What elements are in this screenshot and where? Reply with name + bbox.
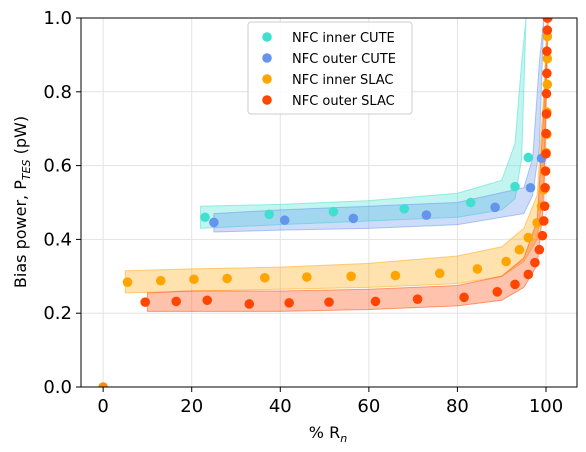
data-point-3 bbox=[244, 299, 255, 309]
data-point-3 bbox=[459, 292, 469, 303]
data-point-3 bbox=[541, 88, 552, 99]
data-point-3 bbox=[537, 230, 548, 241]
data-point-2 bbox=[259, 272, 270, 283]
x-tick-label: 40 bbox=[269, 396, 292, 417]
data-point-3 bbox=[370, 296, 381, 307]
data-point-1 bbox=[279, 215, 290, 226]
data-point-3 bbox=[324, 297, 334, 307]
data-point-3 bbox=[539, 201, 550, 211]
legend-marker-0 bbox=[262, 32, 272, 42]
y-axis-label-subscript: TES bbox=[20, 159, 33, 180]
data-point-2 bbox=[514, 244, 525, 255]
data-point-0 bbox=[465, 197, 476, 208]
data-point-3 bbox=[542, 68, 552, 79]
plot-frame bbox=[80, 17, 578, 388]
data-point-0 bbox=[328, 206, 339, 217]
data-point-3 bbox=[538, 216, 549, 226]
data-point-origin bbox=[98, 382, 108, 387]
legend: NFC inner CUTE NFC outer CUTE NFC inner SL… bbox=[247, 21, 413, 115]
legend-marker-3 bbox=[262, 95, 272, 105]
x-tick-label: 80 bbox=[446, 396, 469, 417]
data-point-2 bbox=[434, 268, 445, 279]
data-point-3 bbox=[412, 294, 423, 304]
legend-marker-1 bbox=[262, 53, 272, 63]
legend-label-1: NFC outer CUTE bbox=[292, 52, 396, 67]
data-point-3 bbox=[510, 279, 520, 290]
legend-label-2: NFC inner SLAC bbox=[292, 73, 394, 88]
data-point-2 bbox=[472, 264, 483, 274]
data-point-3 bbox=[530, 257, 540, 268]
data-point-1 bbox=[348, 213, 359, 224]
data-point-2 bbox=[346, 271, 356, 282]
data-point-3 bbox=[284, 298, 294, 308]
data-point-2 bbox=[155, 275, 166, 286]
x-axis-label: % Rn bbox=[309, 423, 347, 445]
legend-marker-2 bbox=[262, 74, 272, 84]
y-tick-label: 0.4 bbox=[43, 229, 72, 250]
data-point-3 bbox=[541, 148, 551, 159]
data-point-0 bbox=[264, 209, 275, 220]
y-tick-label: 1.0 bbox=[43, 8, 72, 29]
data-point-2 bbox=[390, 270, 401, 281]
y-tick-label: 0.6 bbox=[43, 156, 72, 177]
legend-label-3: NFC outer SLAC bbox=[292, 94, 395, 109]
x-tick-label: 20 bbox=[180, 396, 203, 417]
data-point-1 bbox=[209, 217, 219, 228]
data-point-3 bbox=[534, 244, 545, 255]
data-point-0 bbox=[510, 181, 520, 192]
data-point-2 bbox=[302, 272, 312, 282]
data-point-0 bbox=[523, 152, 534, 163]
axis-ticks: 0 20 40 60 80 100 0.0 0.2 0.4 0.6 0.8 1.0 bbox=[43, 8, 563, 417]
data-point-3 bbox=[523, 269, 534, 280]
data-point-0 bbox=[200, 212, 210, 223]
y-axis-label-unit: (pW) bbox=[11, 116, 30, 160]
data-point-3 bbox=[542, 18, 553, 23]
x-axis-label-subscript: n bbox=[340, 432, 347, 445]
y-axis-label: Bias power, PTES (pW) bbox=[11, 116, 33, 288]
y-tick-label: 0.0 bbox=[43, 377, 72, 398]
data-point-3 bbox=[541, 128, 551, 139]
legend-label-0: NFC inner CUTE bbox=[292, 31, 395, 46]
data-point-3 bbox=[541, 109, 552, 119]
data-point-2 bbox=[122, 277, 133, 288]
data-point-3 bbox=[171, 296, 182, 307]
data-point-3 bbox=[492, 286, 503, 297]
data-point-2 bbox=[222, 273, 232, 284]
y-tick-label: 0.8 bbox=[43, 82, 72, 103]
y-axis-label-main: Bias power, P bbox=[11, 180, 30, 288]
data-point-1 bbox=[421, 210, 432, 220]
data-point-3 bbox=[540, 182, 550, 193]
data-point-3 bbox=[202, 295, 213, 306]
data-point-3 bbox=[542, 46, 552, 57]
data-point-3 bbox=[542, 25, 553, 35]
band-1 bbox=[213, 18, 545, 233]
x-axis-label-main: % R bbox=[309, 423, 340, 442]
data-point-3 bbox=[140, 297, 151, 307]
data-point-2 bbox=[523, 232, 534, 243]
y-tick-label: 0.2 bbox=[43, 303, 72, 324]
x-tick-label: 0 bbox=[97, 396, 108, 417]
data-point-2 bbox=[189, 274, 199, 285]
data-point-3 bbox=[540, 166, 551, 176]
data-point-2 bbox=[542, 53, 553, 64]
legend-box bbox=[247, 21, 413, 115]
data-points bbox=[98, 18, 553, 387]
x-tick-label: 60 bbox=[357, 396, 380, 417]
data-point-2 bbox=[501, 256, 511, 267]
data-point-1 bbox=[490, 202, 500, 213]
data-point-1 bbox=[525, 182, 536, 193]
x-tick-label: 100 bbox=[529, 396, 563, 417]
data-point-0 bbox=[399, 203, 410, 214]
data-point-2 bbox=[542, 79, 553, 90]
